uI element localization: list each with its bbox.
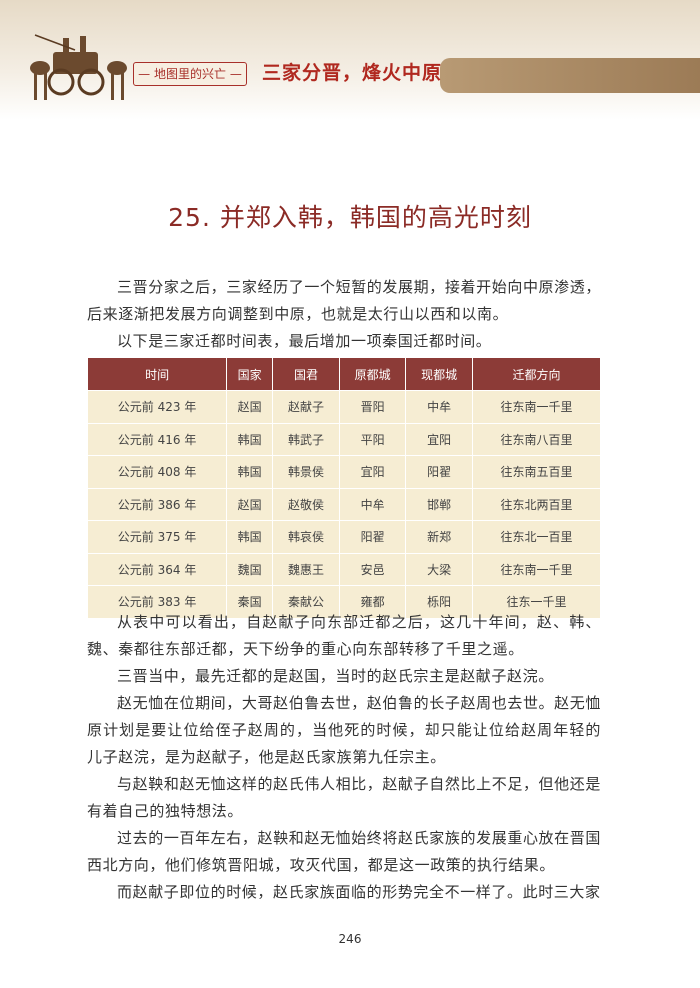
table-row: 公元前 386 年赵国 赵敬侯 中牟 邯郸 往东北两百里 [86, 487, 602, 521]
table-cell: 阳翟 [338, 520, 407, 554]
table-cell: 宜阳 [338, 455, 407, 489]
column-header: 时间 [86, 357, 228, 391]
table-cell: 新郑 [405, 520, 473, 554]
table-cell: 韩哀侯 [272, 520, 340, 554]
chariot-illustration [30, 34, 127, 100]
text-block: 从表中可以看出，自赵献子向东部迁都之后，这几十年间，赵、韩、魏、秦都往东部迁都，… [87, 609, 601, 906]
table-cell: 往东南一千里 [471, 390, 602, 424]
header-band [440, 58, 700, 93]
table-cell: 往东北一百里 [471, 520, 602, 554]
table-cell: 往东南八百里 [471, 422, 602, 456]
table-cell: 公元前 364 年 [86, 552, 228, 586]
table-cell: 安邑 [338, 552, 407, 586]
paragraph: 而赵献子即位的时候，赵氏家族面临的形势完全不一样了。此时三大家 [117, 883, 601, 901]
table-cell: 韩景侯 [272, 455, 340, 489]
table-cell: 中牟 [338, 487, 407, 521]
table-cell: 韩国 [226, 455, 274, 489]
table-row: 公元前 416 年韩国 韩武子 平阳 宜阳 往东南八百里 [86, 422, 602, 456]
table-cell: 赵国 [226, 487, 274, 521]
table-cell: 雍都 [338, 585, 407, 619]
table-cell: 邯郸 [405, 487, 473, 521]
table-cell: 公元前 423 年 [86, 390, 228, 424]
column-header: 现都城 [405, 357, 473, 391]
table: 时间 国家 国君 原都城 现都城 迁都方向 公元前 423 年赵国 赵献子 晋阳 中牟 往东南一千里… [86, 357, 602, 619]
series-label: 地图里的兴亡 [153, 67, 226, 81]
table-row: 公元前 408 年韩国 韩景侯 宜阳 阳翟 往东南五百里 [86, 455, 602, 489]
table-cell: 栎阳 [405, 585, 473, 619]
text-block: 三晋分家之后，三家经历了一个短暂的发展期，接着开始向中原渗透，后来逐渐把发展方向… [87, 274, 601, 355]
table-cell: 往东南一千里 [471, 552, 602, 586]
column-header: 国君 [272, 357, 340, 391]
table-cell: 秦献公 [272, 585, 340, 619]
table-cell: 公元前 408 年 [86, 455, 228, 489]
page-number: 246 [338, 932, 362, 946]
column-header: 原都城 [338, 357, 407, 391]
paragraph: 赵无恤在位期间，大哥赵伯鲁去世，赵伯鲁的长子赵周也去世。赵无恤原计划是要让位给侄… [87, 694, 601, 766]
table-cell: 韩国 [226, 422, 274, 456]
table-cell: 公元前 386 年 [86, 487, 228, 521]
table-row: 公元前 423 年赵国 赵献子 晋阳 中牟 往东南一千里 [86, 390, 602, 424]
table-cell: 公元前 416 年 [86, 422, 228, 456]
paragraph: 与赵鞅和赵无恤这样的赵氏伟人相比，赵献子自然比上不足，但他还是有着自己的独特想法… [87, 775, 601, 820]
paragraph: 三晋分家之后，三家经历了一个短暂的发展期，接着开始向中原渗透，后来逐渐把发展方向… [87, 278, 601, 323]
chapter-title: 25. 并郑入韩，韩国的高光时刻 [168, 203, 532, 232]
table-cell: 中牟 [405, 390, 473, 424]
table-cell: 公元前 383 年 [86, 585, 228, 619]
header-row: 时间 国家 国君 原都城 现都城 迁都方向 [86, 357, 602, 391]
table-row: 公元前 364 年魏国 魏惠王 安邑 大梁 往东南一千里 [86, 552, 602, 586]
table-cell: 赵献子 [272, 390, 340, 424]
table-row: 公元前 383 年秦国 秦献公 雍都 栎阳 往东一千里 [86, 585, 602, 619]
table-cell: 平阳 [338, 422, 407, 456]
table-cell: 往东一千里 [471, 585, 602, 619]
table-cell: 晋阳 [338, 390, 407, 424]
table-cell: 往东北两百里 [471, 487, 602, 521]
table-cell: 魏惠王 [272, 552, 340, 586]
table-cell: 公元前 375 年 [86, 520, 228, 554]
table-cell: 赵敬侯 [272, 487, 340, 521]
table-cell: 赵国 [226, 390, 274, 424]
table-cell: 宜阳 [405, 422, 473, 456]
table-cell: 往东南五百里 [471, 455, 602, 489]
column-header: 迁都方向 [471, 357, 602, 391]
paragraph: 过去的一百年左右，赵鞅和赵无恤始终将赵氏家族的发展重心放在晋国西北方向，他们修筑… [87, 829, 601, 874]
table-cell: 韩武子 [272, 422, 340, 456]
series-label-box: — 地图里的兴亡 — [133, 62, 247, 86]
table-cell: 韩国 [226, 520, 274, 554]
paragraph: 以下是三家迁都时间表，最后增加一项秦国迁都时间。 [117, 332, 492, 350]
table-cell: 秦国 [226, 585, 274, 619]
column-header: 国家 [226, 357, 274, 391]
paragraph: 从表中可以看出，自赵献子向东部迁都之后，这几十年间，赵、韩、魏、秦都往东部迁都，… [87, 613, 601, 658]
table-row: 公元前 375 年韩国 韩哀侯 阳翟 新郑 往东北一百里 [86, 520, 602, 554]
table-cell: 魏国 [226, 552, 274, 586]
table-cell: 阳翟 [405, 455, 473, 489]
table-cell: 大梁 [405, 552, 473, 586]
paragraph: 三晋当中，最先迁都的是赵国，当时的赵氏宗主是赵献子赵浣。 [117, 667, 554, 685]
section-title: 三家分晋，烽火中原 [262, 62, 443, 84]
